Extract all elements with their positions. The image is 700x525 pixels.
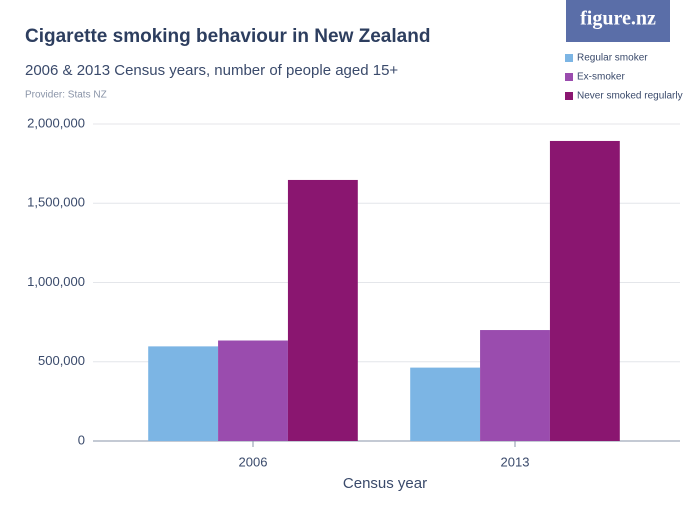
bar [148,346,219,441]
legend-label: Regular smoker [577,53,648,64]
chart-subtitle: 2006 & 2013 Census years, number of peop… [25,62,398,79]
y-tick-label: 1,500,000 [27,195,85,210]
bar [287,179,358,441]
x-tick-label: 2006 [239,454,268,469]
bar [218,340,288,441]
y-tick-label: 2,000,000 [27,115,85,130]
chart-title: Cigarette smoking behaviour in New Zeala… [25,26,430,47]
provider: Provider: Stats NZ [25,90,107,101]
y-tick-label: 1,000,000 [27,274,85,289]
bar [410,367,481,441]
bar [549,140,620,441]
logo-box [566,0,670,42]
legend-swatch [565,73,573,81]
y-tick-label: 500,000 [38,353,85,368]
x-tick-label: 2013 [501,454,530,469]
legend-label: Ex-smoker [577,72,625,83]
logo: figure.nz [580,8,656,30]
x-axis-label: Census year [343,475,427,492]
y-tick-label: 0 [78,432,85,447]
bar [480,330,550,441]
legend-label: Never smoked regularly [577,91,683,102]
legend-swatch [565,54,573,62]
legend-swatch [565,92,573,100]
